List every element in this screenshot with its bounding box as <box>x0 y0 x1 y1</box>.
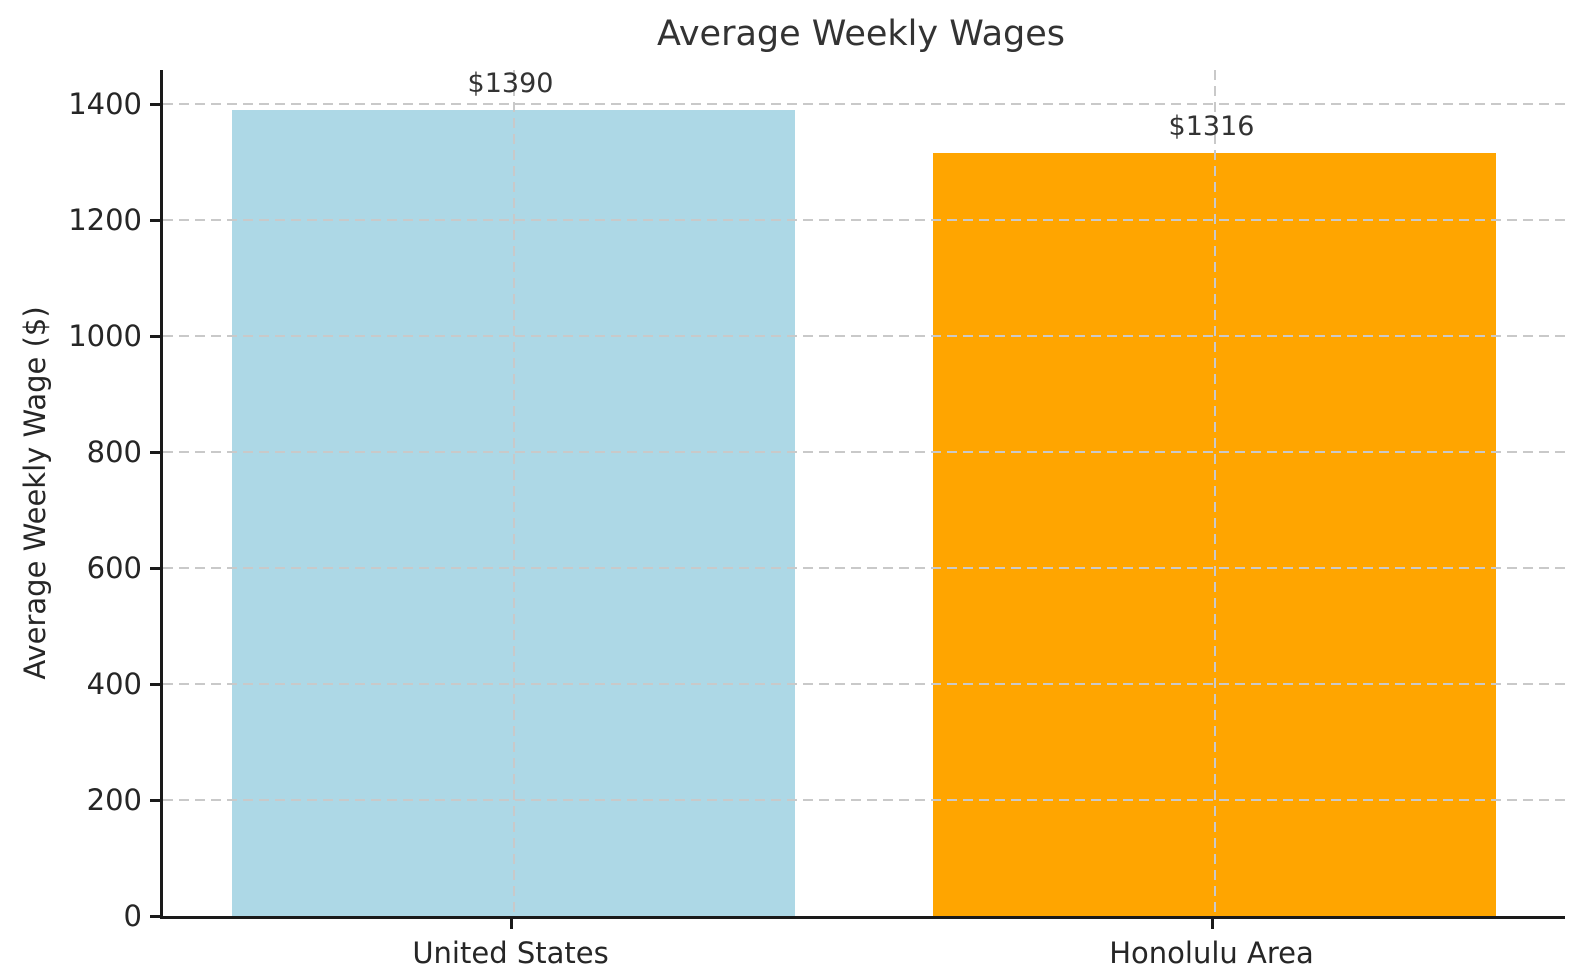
x-tick-mark <box>1210 919 1214 929</box>
y-tick-label: 1400 <box>68 87 142 122</box>
y-tick-mark <box>150 335 160 339</box>
y-gridline <box>163 451 1565 454</box>
y-gridline <box>163 799 1565 802</box>
y-tick-mark <box>150 799 160 803</box>
y-axis-label: Average Weekly Wage ($) <box>18 306 52 680</box>
y-gridline <box>163 335 1565 338</box>
y-gridline <box>163 103 1565 106</box>
y-tick-label: 1000 <box>68 319 142 354</box>
x-tick-mark <box>509 919 513 929</box>
x-tick-label: United States <box>412 936 609 970</box>
y-gridline <box>163 219 1565 222</box>
y-gridline <box>163 567 1565 570</box>
bar-value-label: $1390 <box>467 68 554 100</box>
y-tick-label: 400 <box>86 667 142 702</box>
y-tick-mark <box>150 915 160 918</box>
x-tick-label: Honolulu Area <box>1109 936 1314 970</box>
y-tick-label: 200 <box>86 783 142 818</box>
y-tick-label: 800 <box>86 435 142 470</box>
y-tick-label: 600 <box>86 551 142 586</box>
x-gridline <box>1213 70 1216 916</box>
x-gridline <box>512 70 515 916</box>
y-tick-mark <box>150 683 160 687</box>
y-tick-label: 0 <box>123 899 142 933</box>
plot-area <box>160 70 1565 919</box>
y-tick-mark <box>150 219 160 223</box>
y-tick-mark <box>150 103 160 107</box>
y-tick-mark <box>150 567 160 571</box>
y-gridline <box>163 683 1565 686</box>
bar-value-label: $1316 <box>1168 111 1255 143</box>
y-tick-label: 1200 <box>68 203 142 238</box>
y-tick-mark <box>150 451 160 455</box>
chart-title: Average Weekly Wages <box>656 14 1066 54</box>
